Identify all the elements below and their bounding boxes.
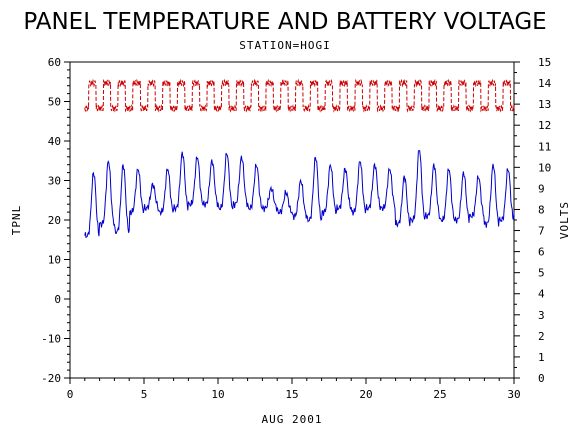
y-right-tick-label: 13: [538, 98, 551, 111]
x-tick-label: 20: [359, 388, 372, 401]
y-left-tick-label: -10: [41, 333, 61, 346]
y-left-tick-label: 0: [54, 293, 61, 306]
x-tick-label: 15: [285, 388, 298, 401]
x-tick-label: 25: [433, 388, 446, 401]
y-right-tick-label: 9: [538, 182, 545, 195]
y-right-tick-label: 1: [538, 351, 545, 364]
y-right-tick-label: 5: [538, 267, 545, 280]
y-right-tick-label: 10: [538, 161, 551, 174]
chart-subtitle: STATION=HOGI: [239, 39, 330, 52]
y-left-tick-label: 50: [48, 96, 61, 109]
y-right-tick-label: 14: [538, 77, 552, 90]
y-right-tick-label: 8: [538, 203, 545, 216]
y-right-tick-label: 7: [538, 225, 545, 238]
series-battery-voltage: [84, 78, 515, 113]
y-axis-right-label: VOLTS: [558, 201, 570, 239]
y-left-tick-label: 20: [48, 214, 61, 227]
x-tick-label: 30: [507, 388, 520, 401]
y-right-tick-label: 3: [538, 309, 545, 322]
x-tick-label: 0: [67, 388, 74, 401]
y-axis-left: -20 -10 0 10 20 30 40 50 60: [41, 56, 70, 385]
y-right-tick-label: 4: [538, 288, 545, 301]
y-left-tick-label: 10: [48, 254, 61, 267]
y-right-tick-label: 15: [538, 56, 551, 69]
x-axis-label: AUG 2001: [262, 413, 323, 426]
series-panel-temperature: [84, 150, 515, 239]
y-right-tick-label: 6: [538, 246, 545, 259]
y-right-tick-label: 2: [538, 330, 545, 343]
y-left-tick-label: -20: [41, 372, 61, 385]
x-axis: 0 5 10 15 20 25 30: [67, 378, 521, 401]
y-right-tick-label: 12: [538, 119, 551, 132]
y-left-tick-label: 30: [48, 175, 61, 188]
y-axis-left-label: TPNL: [10, 205, 23, 236]
y-right-tick-label: 11: [538, 140, 551, 153]
y-left-tick-label: 60: [48, 56, 61, 69]
x-tick-label: 5: [141, 388, 148, 401]
chart-title: PANEL TEMPERATURE AND BATTERY VOLTAGE: [23, 9, 546, 35]
y-right-tick-label: 0: [538, 372, 545, 385]
y-left-tick-label: 40: [48, 135, 61, 148]
x-tick-label: 10: [211, 388, 224, 401]
